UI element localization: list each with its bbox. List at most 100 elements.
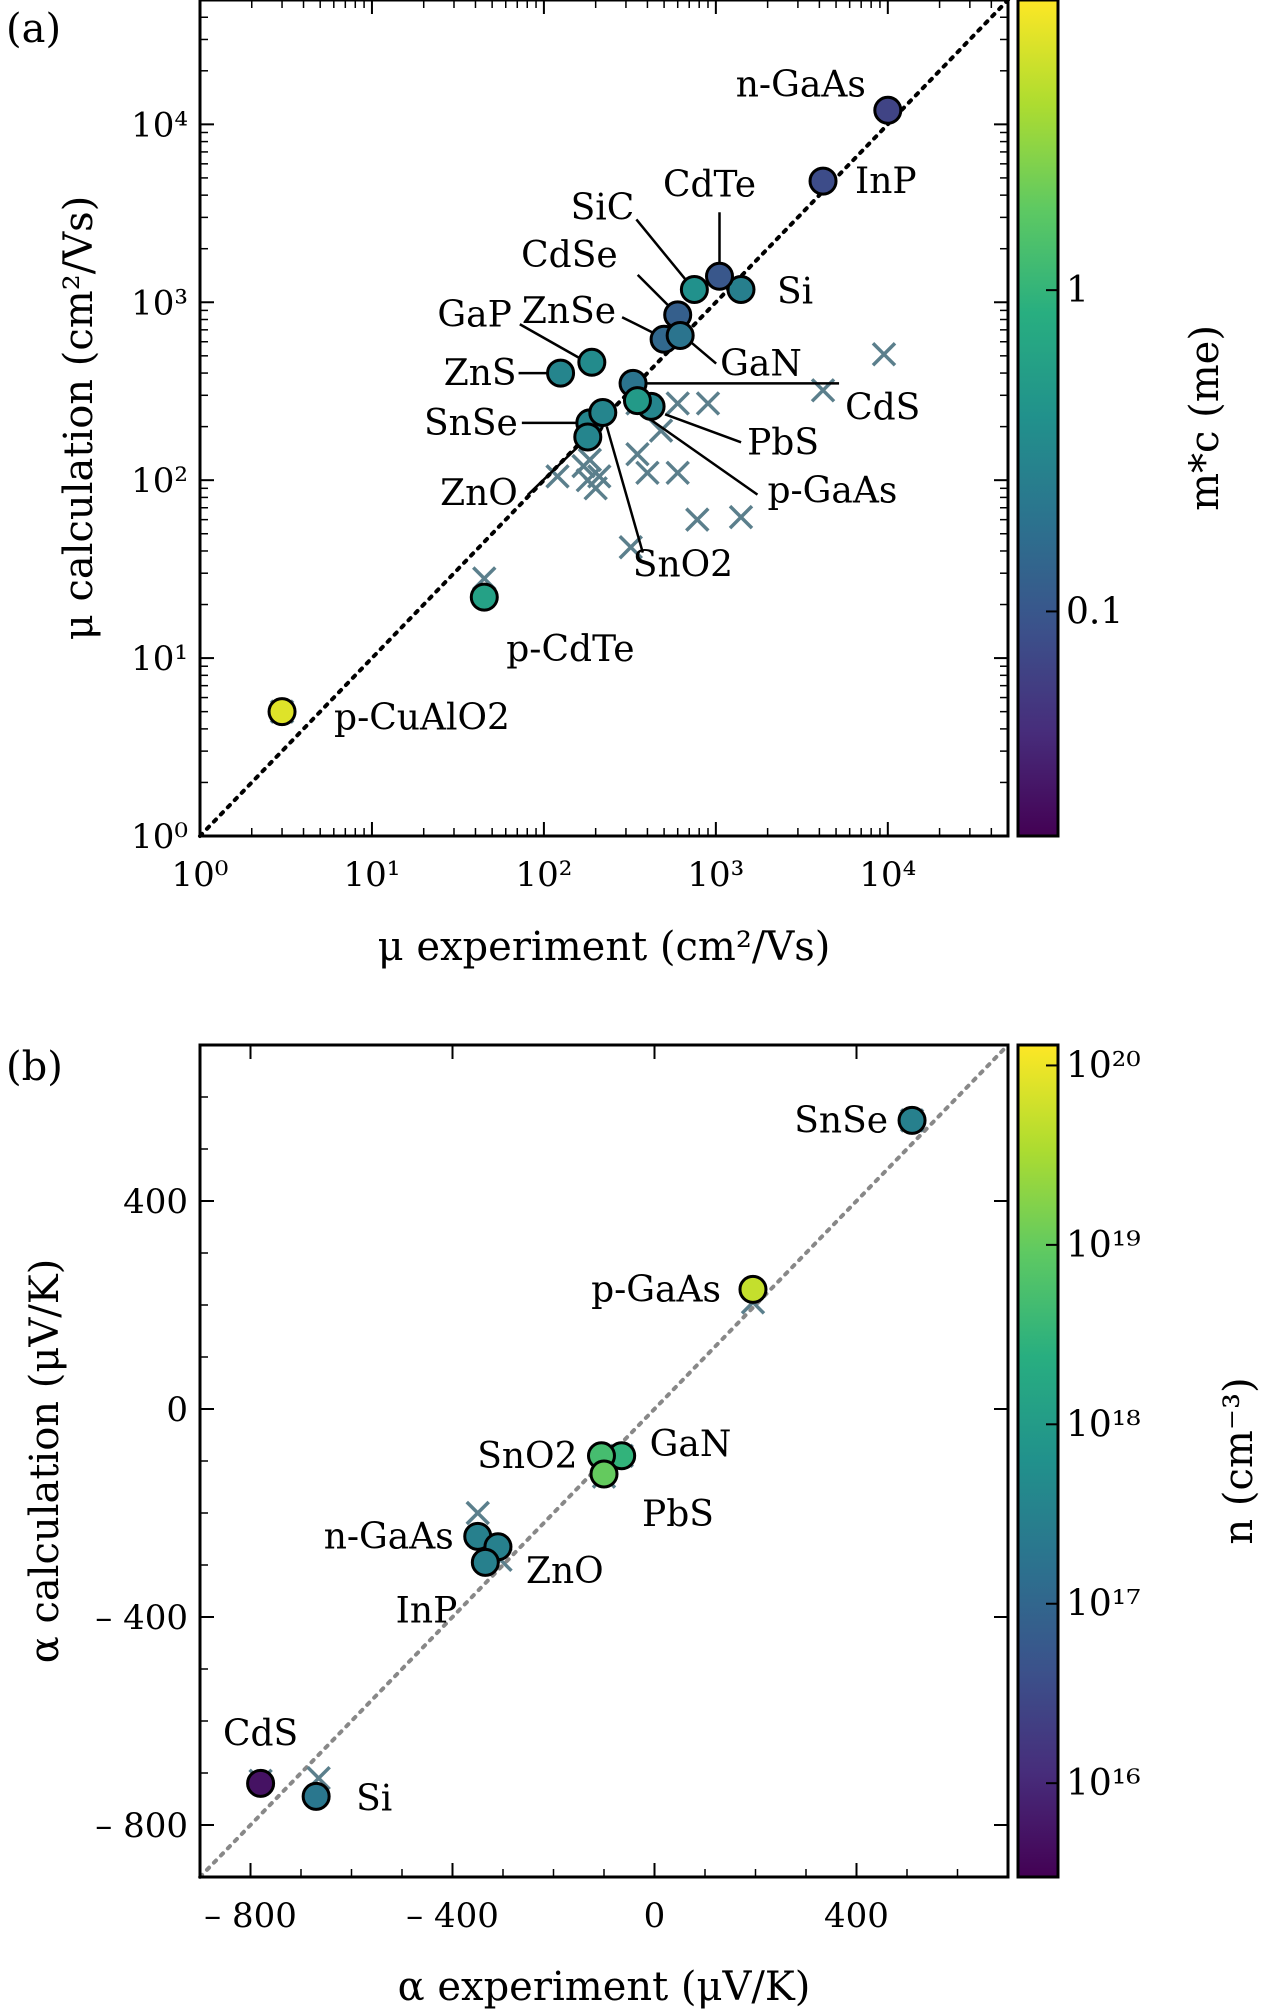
data-point [577, 347, 607, 377]
x-tick-label: 10⁰ [172, 855, 229, 895]
panel-a-colorbar: 0.11 [1016, 0, 1123, 838]
point-label: CdSe [521, 235, 618, 276]
panel-b-colorbar: 10¹⁶ 10¹⁷ 10¹⁸ 10¹⁹ 10²⁰ [1016, 1043, 1141, 1879]
y-tick-label: – 800 [95, 1806, 188, 1846]
x-tick-label: – 800 [204, 1896, 297, 1936]
colorbar-tick-label: 1 [1066, 270, 1089, 311]
cross-stroke [665, 460, 690, 486]
point-label: GaP [437, 294, 511, 335]
x-tick-label: – 400 [406, 1896, 499, 1936]
data-point [726, 274, 756, 304]
data-point [246, 1768, 276, 1798]
leader-line [519, 323, 581, 360]
cross-marker [665, 391, 690, 416]
colorbar-tick-label: 10²⁰ [1066, 1045, 1141, 1086]
y-tick-label: 10⁰ [131, 817, 188, 857]
x-tick-label: 400 [824, 1896, 889, 1936]
point-label: SiC [571, 187, 635, 228]
x-tick-label: 10³ [687, 855, 744, 895]
point-label: SnO2 [477, 1436, 577, 1477]
point-label: SnSe [424, 403, 518, 444]
colorbar-gradient [1016, 1043, 1060, 1879]
cross-stroke [665, 391, 690, 416]
x-tick-label: 10² [515, 855, 572, 895]
data-point [588, 398, 618, 428]
panel-a-xlabel: μ experiment (cm²/Vs) [378, 924, 831, 970]
y-tick-label: – 400 [95, 1598, 188, 1638]
leader-line [605, 426, 644, 553]
leader-line [526, 444, 581, 496]
data-point [808, 166, 838, 196]
cross-stroke [648, 418, 674, 443]
data-point [470, 1547, 500, 1577]
point-label: Si [356, 1778, 392, 1819]
point-label: p-CdTe [506, 629, 634, 670]
panel-b-xlabel: α experiment (μV/K) [398, 1964, 811, 2010]
colorbar-tick-label: 0.1 [1066, 591, 1123, 632]
data-point [546, 358, 576, 388]
data-point [589, 1459, 619, 1489]
panel-b-point-labels: SnSe p-GaAs GaN SnO2 PbS n-GaAs ZnO InP CdS Si [223, 1100, 888, 1819]
leader-line [664, 413, 742, 444]
point-label: SnSe [794, 1100, 888, 1141]
cross-marker [625, 441, 650, 467]
panel-a-points [267, 95, 903, 727]
point-label: SnO2 [633, 545, 733, 586]
y-tick-label: 10³ [131, 283, 188, 323]
point-label: InP [855, 161, 917, 202]
y-tick-label: 400 [123, 1182, 188, 1222]
panel-b-colorbar-label: n (cm⁻³) [1216, 1377, 1262, 1544]
leader-line [635, 218, 692, 287]
data-point [738, 1274, 768, 1304]
point-label: ZnS [444, 353, 517, 394]
data-point [897, 1105, 927, 1135]
point-label: Si [777, 271, 813, 312]
leader-line [636, 273, 671, 308]
cross-stroke [545, 464, 570, 489]
cross-marker [871, 342, 897, 367]
point-label: GaN [650, 1424, 732, 1465]
cross-stroke [587, 464, 612, 489]
colorbar-tick-label: 10¹⁶ [1066, 1763, 1141, 1804]
point-label: PbS [747, 422, 819, 463]
leader-line [642, 413, 759, 496]
point-label: p-GaAs [591, 1269, 721, 1310]
cross-marker [685, 507, 710, 532]
data-point [679, 274, 709, 304]
cross-marker [465, 1500, 490, 1526]
cross-stroke [685, 507, 710, 532]
cross-stroke [728, 504, 754, 530]
x-tick-label: 0 [644, 1896, 666, 1936]
cross-marker [635, 460, 660, 486]
cross-stroke [635, 460, 660, 486]
point-label: p-GaAs [767, 471, 897, 512]
point-label: CdS [223, 1713, 298, 1754]
y-tick-label: 10¹ [131, 639, 188, 679]
point-label: p-CuAlO2 [334, 698, 510, 739]
point-label: PbS [642, 1494, 714, 1535]
data-point [705, 261, 735, 291]
colorbar-tick-label: 10¹⁸ [1066, 1404, 1141, 1445]
point-label: n-GaAs [736, 64, 866, 105]
panel-b-ylabel: α calculation (μV/K) [22, 1259, 68, 1663]
leader-line [621, 316, 655, 335]
point-label: CdS [845, 387, 920, 428]
panel-a-crosses [269, 342, 897, 724]
cross-marker [571, 453, 596, 479]
point-label: CdTe [663, 164, 756, 205]
y-tick-label: 10⁴ [131, 105, 188, 145]
cross-stroke [571, 453, 596, 479]
panel-a-frame [198, 0, 1010, 838]
data-point [267, 697, 297, 727]
panel-b-points [246, 1105, 927, 1811]
panel-b-crosses [248, 1108, 925, 1794]
data-point [622, 386, 652, 416]
cross-stroke [871, 342, 897, 367]
panel-a: (a) 10⁰ 10¹ 10² 10³ 10⁴ 10⁰ 10¹ 10² 10³ 10⁴ n-GaA… [6, 0, 1228, 970]
data-point [665, 321, 695, 351]
panel-b-frame [198, 1043, 1010, 1879]
panel-b-axes: – 800 – 400 0 400 – 800 – 400 0 400 [95, 1044, 1009, 1936]
panel-a-point-labels: n-GaAs InP Si CdTe SiC CdSe ZnSe GaN GaP ZnS CdS Pb… [334, 64, 920, 738]
y-tick-label: 0 [166, 1390, 188, 1430]
